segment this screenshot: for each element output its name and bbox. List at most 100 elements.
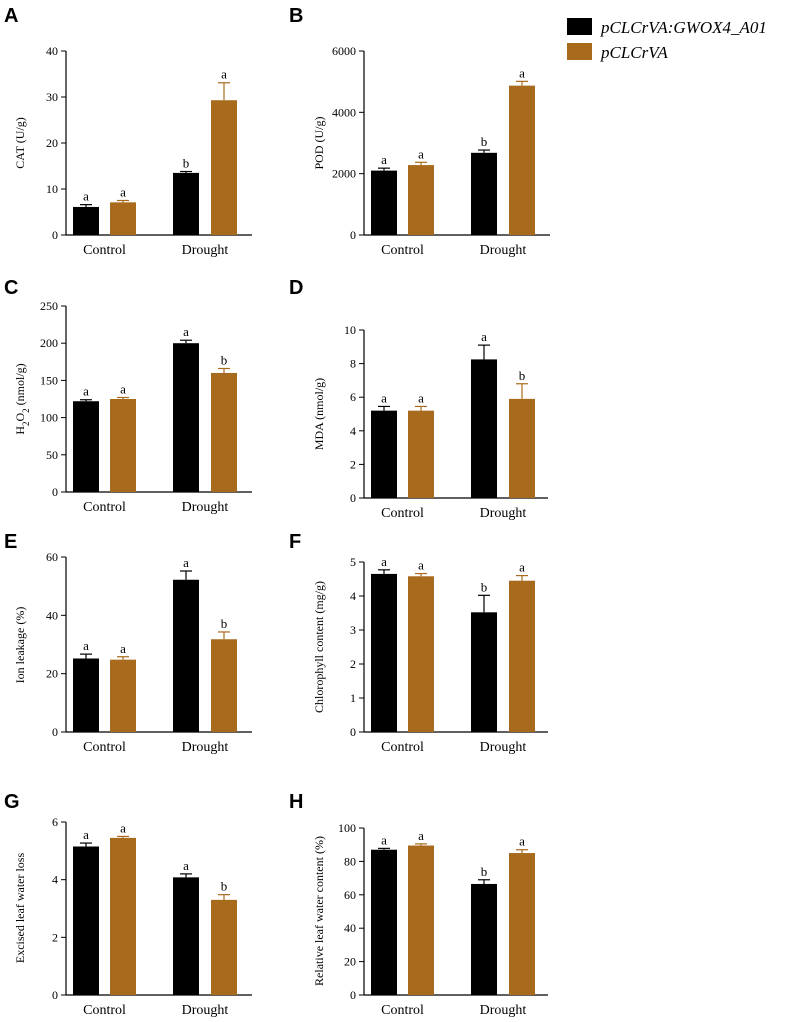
x-category-label: Control [83,1003,126,1018]
panel-letter: A [4,5,18,27]
significance-letter: a [83,638,89,653]
y-tick-label: 50 [46,448,58,462]
significance-letter: b [221,616,228,631]
y-tick-label: 3 [350,623,356,637]
y-tick-label: 40 [344,921,356,935]
bar [509,853,535,995]
y-axis-label: CAT (U/g) [13,117,27,168]
bar [211,372,237,492]
y-tick-label: 4 [350,589,356,603]
y-tick-label: 10 [344,323,356,337]
significance-letter: a [221,67,227,82]
bar [408,845,434,995]
y-tick-label: 10 [46,182,58,196]
bar [471,152,497,235]
significance-letter: b [519,368,526,383]
x-category-label: Drought [182,1003,229,1018]
x-category-label: Control [83,243,126,258]
significance-letter: b [221,879,228,894]
bar [408,410,434,498]
bar [471,612,497,732]
bar [173,172,199,235]
significance-letter: a [120,382,126,397]
significance-letter: a [381,554,387,569]
significance-letter: a [183,858,189,873]
y-tick-label: 40 [46,44,58,58]
legend: pCLCrVA:GWOX4_A01 pCLCrVA [567,18,767,62]
bar [471,883,497,995]
y-tick-label: 0 [350,491,356,505]
bar [509,85,535,235]
x-category-label: Control [381,740,424,755]
significance-letter: a [183,324,189,339]
panel-a: A 0 10 20 30 40 CAT (U/g) Control Drought a b a a [4,5,252,258]
x-category-label: Control [83,740,126,755]
x-category-label: Drought [182,740,229,755]
y-tick-label: 2 [350,457,356,471]
significance-letter: a [519,560,525,575]
y-tick-label: 60 [344,888,356,902]
bar [371,410,397,498]
legend-swatch-series2 [567,43,592,60]
significance-letter: b [221,352,228,367]
panel-letter: H [289,791,303,813]
y-tick-label: 2000 [332,167,356,181]
significance-letter: a [83,189,89,204]
significance-letter: b [183,156,190,171]
y-tick-label: 60 [46,550,58,564]
significance-letter: b [481,579,488,594]
significance-letter: a [120,641,126,656]
significance-letter: a [83,384,89,399]
panel-h: H 0 20 40 60 80 100 Relative leaf water content… [289,791,548,1018]
bar [73,846,99,995]
y-tick-label: 20 [344,955,356,969]
significance-letter: a [83,827,89,842]
y-tick-label: 4 [52,873,58,887]
significance-letter: a [381,152,387,167]
panel-c: C 0 50 100 150 200 250 H2O2 (nmol/g) Control Drou… [4,277,252,515]
significance-letter: b [481,134,488,149]
y-tick-label: 2 [52,930,58,944]
panel-letter: G [4,791,20,813]
panel-letter: E [4,531,17,553]
significance-letter: a [381,390,387,405]
bar [371,573,397,732]
bar [110,837,136,995]
significance-letter: a [481,329,487,344]
significance-letter: a [381,832,387,847]
bar [509,398,535,498]
bar [371,849,397,995]
y-tick-label: 20 [46,667,58,681]
y-tick-label: 1 [350,691,356,705]
bar [73,401,99,492]
bar [371,170,397,235]
x-category-label: Drought [182,500,229,515]
y-tick-label: 0 [52,228,58,242]
significance-letter: a [519,834,525,849]
significance-letter: a [418,146,424,161]
significance-letter: a [183,555,189,570]
x-category-label: Control [83,500,126,515]
bar [471,359,497,498]
panel-b: B 0 2000 4000 6000 POD (U/g) Control Drought a b a… [289,5,550,258]
y-tick-label: 6 [350,390,356,404]
bar [408,576,434,732]
y-axis-label: Excised leaf water loss [13,853,27,964]
x-category-label: Drought [480,740,527,755]
x-category-label: Control [381,243,424,258]
bar [211,899,237,995]
bar [173,343,199,492]
y-axis-label: MDA (nmol/g) [312,378,326,450]
y-tick-label: 0 [350,228,356,242]
bar [73,206,99,235]
legend-label-series2: pCLCrVA [600,43,668,62]
bar [509,580,535,732]
y-tick-label: 5 [350,555,356,569]
bar [173,877,199,995]
y-tick-label: 200 [40,336,58,350]
y-tick-label: 0 [52,485,58,499]
y-tick-label: 8 [350,357,356,371]
x-category-label: Control [381,506,424,521]
